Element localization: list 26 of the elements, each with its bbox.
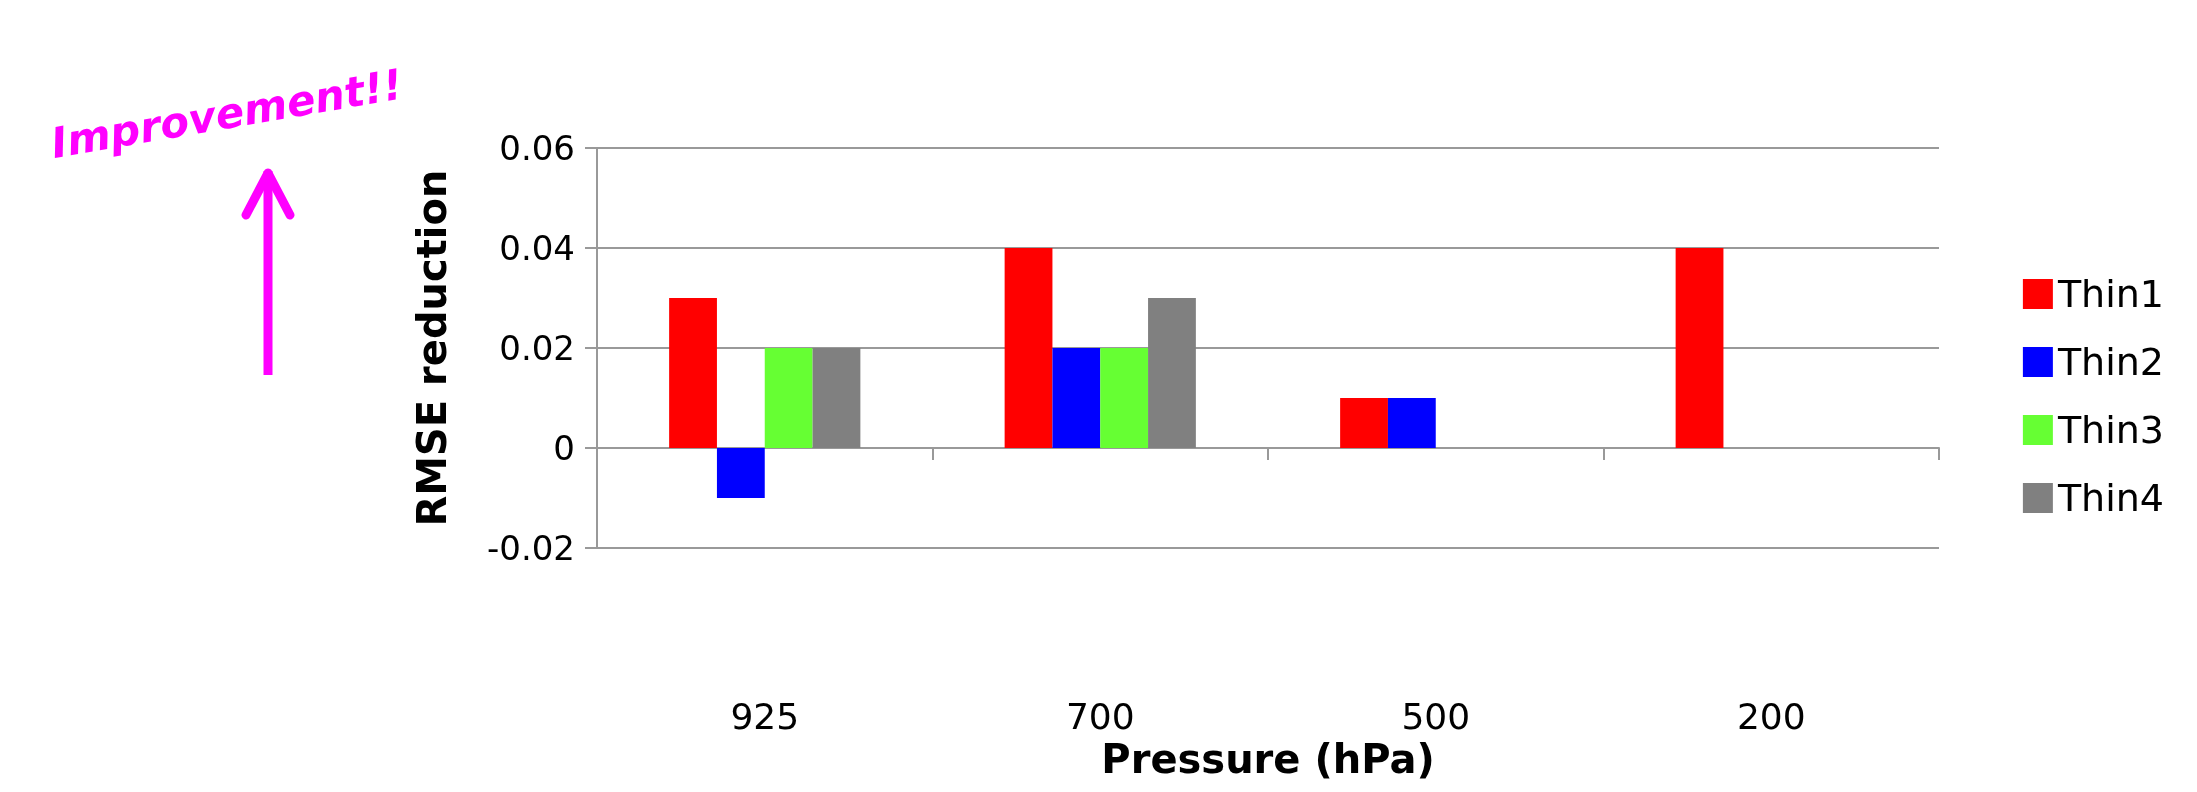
bar bbox=[812, 348, 861, 449]
bar bbox=[716, 448, 765, 499]
x-tick-label: 925 bbox=[730, 695, 800, 737]
legend-label: Thin1 bbox=[2056, 272, 2165, 316]
bar bbox=[1004, 248, 1053, 449]
legend-label: Thin4 bbox=[2056, 476, 2165, 520]
x-tick-label: 700 bbox=[1065, 695, 1135, 737]
legend-label: Thin3 bbox=[2056, 408, 2165, 452]
bar bbox=[1340, 398, 1388, 449]
y-tick-label: 0 bbox=[553, 428, 575, 469]
legend-label: Thin2 bbox=[2056, 340, 2165, 384]
y-tick-label: 0.02 bbox=[499, 328, 575, 369]
bar bbox=[1387, 398, 1436, 449]
x-tick-label: 500 bbox=[1401, 695, 1471, 737]
x-axis-title: Pressure (hPa) bbox=[1101, 736, 1435, 782]
bar bbox=[764, 348, 813, 449]
bar bbox=[1675, 248, 1724, 449]
y-tick-label: 0.04 bbox=[499, 228, 575, 269]
y-axis-title: RMSE reduction bbox=[409, 169, 455, 527]
bar bbox=[1148, 298, 1196, 449]
x-tick-label: 200 bbox=[1736, 695, 1806, 737]
y-tick-label: 0.06 bbox=[499, 128, 575, 168]
bar bbox=[1052, 348, 1101, 449]
y-tick-label: -0.02 bbox=[487, 528, 575, 569]
bar bbox=[669, 298, 717, 449]
bar bbox=[1100, 348, 1149, 449]
